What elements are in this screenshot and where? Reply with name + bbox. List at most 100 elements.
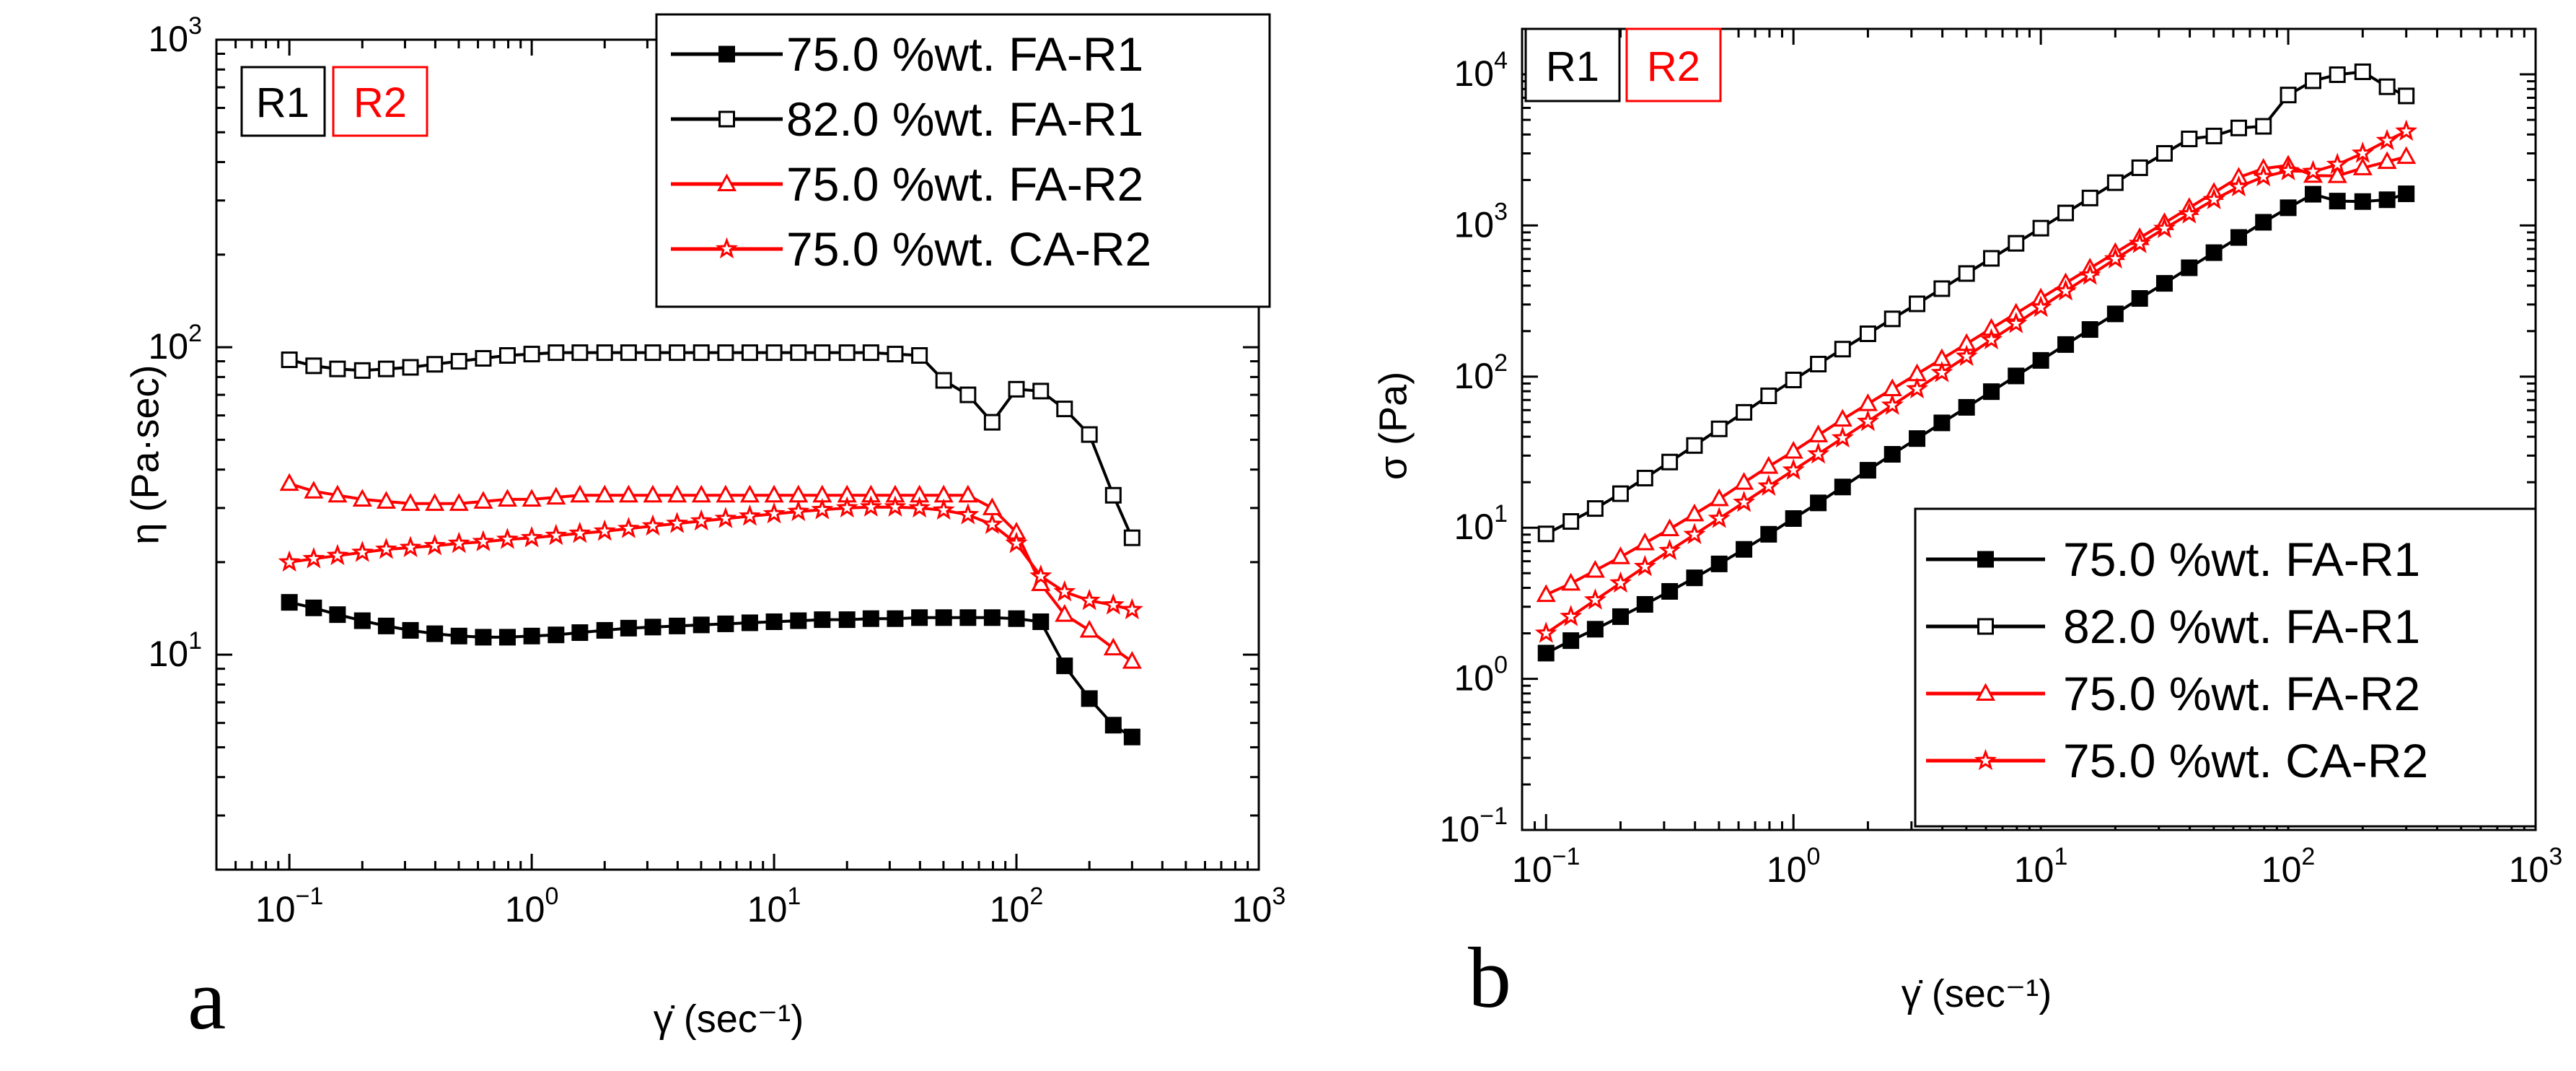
tag-r1-box xyxy=(240,66,326,137)
data-point xyxy=(1707,507,1731,528)
data-point xyxy=(2202,188,2225,210)
legend-marker xyxy=(715,237,739,259)
data-point xyxy=(2354,193,2371,210)
data-point xyxy=(1909,430,1926,447)
data-point xyxy=(475,350,492,367)
legend-label: 75.0 %wt. FA-R1 xyxy=(786,27,1143,81)
legend: 75.0 %wt. FA-R1 82.0 %wt. FA-R1 75.0 %wt. … xyxy=(655,13,1271,308)
data-point xyxy=(1683,523,1706,545)
data-point xyxy=(2378,78,2396,95)
data-point xyxy=(1881,393,1904,415)
data-point xyxy=(2106,174,2124,191)
data-point xyxy=(814,611,831,629)
data-point xyxy=(765,613,783,630)
data-point xyxy=(2255,214,2272,231)
legend-marker xyxy=(1975,683,1996,701)
data-point xyxy=(2078,263,2101,285)
data-point xyxy=(1905,377,1929,399)
data-point xyxy=(1834,341,1851,358)
data-point xyxy=(1633,554,1656,577)
x-axis-title: γ̇ (sec⁻¹) xyxy=(654,997,804,1041)
x-tick-label: 102 xyxy=(2261,843,2316,890)
data-point xyxy=(887,610,904,627)
data-point xyxy=(1958,265,1975,282)
data-point xyxy=(1635,532,1655,551)
data-point xyxy=(1710,555,1728,572)
data-point xyxy=(2352,157,2373,175)
data-point xyxy=(1661,453,1679,471)
tag-r2-box xyxy=(332,66,428,137)
data-point xyxy=(326,543,349,566)
data-point xyxy=(2228,175,2251,197)
legend-marker xyxy=(716,173,737,191)
data-point xyxy=(741,614,758,631)
data-point xyxy=(1785,371,1802,388)
data-point xyxy=(281,594,298,611)
data-point xyxy=(571,344,589,362)
data-point xyxy=(932,498,955,520)
data-point xyxy=(1612,608,1629,625)
data-point xyxy=(1123,728,1140,746)
data-point xyxy=(935,609,952,626)
data-point xyxy=(958,484,978,503)
data-point xyxy=(1056,657,1073,675)
data-point xyxy=(1562,513,1580,530)
data-point xyxy=(1810,494,1827,512)
data-point xyxy=(911,347,928,364)
data-point xyxy=(1537,525,1555,543)
data-point xyxy=(1658,538,1682,561)
data-point xyxy=(2326,152,2349,175)
data-point xyxy=(1560,605,1583,626)
data-point xyxy=(1958,398,1975,416)
legend-label: 82.0 %wt. FA-R1 xyxy=(786,92,1143,146)
data-point xyxy=(1661,582,1679,600)
data-point xyxy=(935,372,952,389)
data-point xyxy=(1609,571,1632,593)
data-point xyxy=(449,493,469,511)
data-point xyxy=(1053,580,1076,602)
x-axis-ticks: 10−1 100 101 102 103 xyxy=(1512,29,2562,890)
data-point xyxy=(1684,503,1705,522)
data-point xyxy=(2029,295,2052,318)
data-point xyxy=(717,615,734,632)
data-point xyxy=(911,609,928,626)
data-point xyxy=(957,503,980,525)
data-point xyxy=(1859,462,1876,479)
data-point xyxy=(1733,490,1756,512)
data-point xyxy=(1056,401,1073,418)
data-point xyxy=(570,484,590,503)
data-point xyxy=(473,491,493,509)
data-point xyxy=(593,519,616,541)
legend-label: 75.0 %wt. FA-R2 xyxy=(786,157,1143,211)
data-point xyxy=(814,344,831,362)
data-point xyxy=(1760,387,1777,404)
data-point xyxy=(2057,336,2075,353)
data-point xyxy=(279,473,299,491)
tag-r1: R1 xyxy=(256,79,309,126)
data-point xyxy=(2153,217,2176,238)
x-axis-title: γ̇ (sec⁻¹) xyxy=(1902,972,2052,1015)
data-point xyxy=(1856,409,1879,432)
data-point xyxy=(450,353,467,370)
data-point xyxy=(1586,621,1604,638)
series-82-0-wt-fa-r1 xyxy=(281,344,1140,546)
data-point xyxy=(982,497,1002,515)
data-point xyxy=(838,344,856,362)
data-point xyxy=(402,359,419,376)
data-point xyxy=(2354,63,2371,80)
data-point xyxy=(2398,87,2415,105)
data-point xyxy=(2255,118,2272,135)
data-point xyxy=(643,484,663,503)
data-point xyxy=(374,538,397,559)
data-point xyxy=(450,627,467,644)
data-point xyxy=(2005,312,2028,333)
data-point xyxy=(983,609,1001,626)
y-axis-ticks: 101 102 103 xyxy=(148,12,1259,871)
legend-label: 82.0 %wt. FA-R1 xyxy=(2063,600,2420,653)
series-75-0-wt-ca-r2 xyxy=(278,495,1143,620)
data-point xyxy=(1782,458,1805,480)
data-point xyxy=(425,493,445,511)
data-point xyxy=(1636,595,1653,613)
data-point xyxy=(1810,355,1827,372)
data-point xyxy=(1123,529,1140,546)
